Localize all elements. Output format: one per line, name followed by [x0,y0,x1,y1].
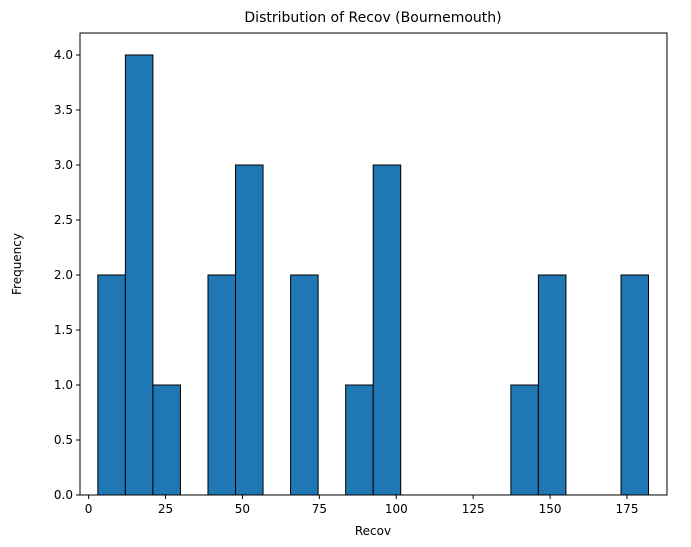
histogram-bar [207,274,237,496]
axes-frame [79,32,668,496]
y-tick-label: 1.0 [54,378,73,392]
x-axis-label: Recov [355,524,391,538]
y-tick-label: 1.5 [54,323,73,337]
histogram-bar [97,274,126,496]
histogram-bar [152,384,181,496]
histogram-bar [124,54,154,496]
y-ticks: 0.0 0.5 1.0 1.5 2.0 2.5 3.0 3.5 4.0 [54,48,80,502]
y-tick-label: 0.5 [54,433,73,447]
y-tick-label: 4.0 [54,48,73,62]
histogram-bar [290,274,319,496]
y-tick-label: 2.0 [54,268,73,282]
histogram-bar [510,384,539,496]
histogram-bar [235,164,264,496]
x-ticks: 0 25 50 75 100 125 150 175 [85,495,639,516]
histogram-bar [372,164,402,496]
x-tick-label: 25 [158,502,173,516]
x-tick-label: 150 [539,502,562,516]
x-tick-label: 75 [312,502,327,516]
x-tick-label: 175 [616,502,639,516]
y-axis-label: Frequency [10,233,24,295]
histogram-bar [345,384,374,496]
x-tick-label: 50 [235,502,250,516]
histogram-bar [537,274,567,496]
x-tick-label: 125 [462,502,485,516]
x-tick-label: 0 [85,502,93,516]
bars-group [97,54,650,496]
histogram-bar [620,274,650,496]
y-tick-label: 0.0 [54,488,73,502]
y-tick-label: 2.5 [54,213,73,227]
y-tick-label: 3.0 [54,158,73,172]
chart-title: Distribution of Recov (Bournemouth) [244,10,501,26]
y-tick-label: 3.5 [54,103,73,117]
x-tick-label: 100 [385,502,408,516]
